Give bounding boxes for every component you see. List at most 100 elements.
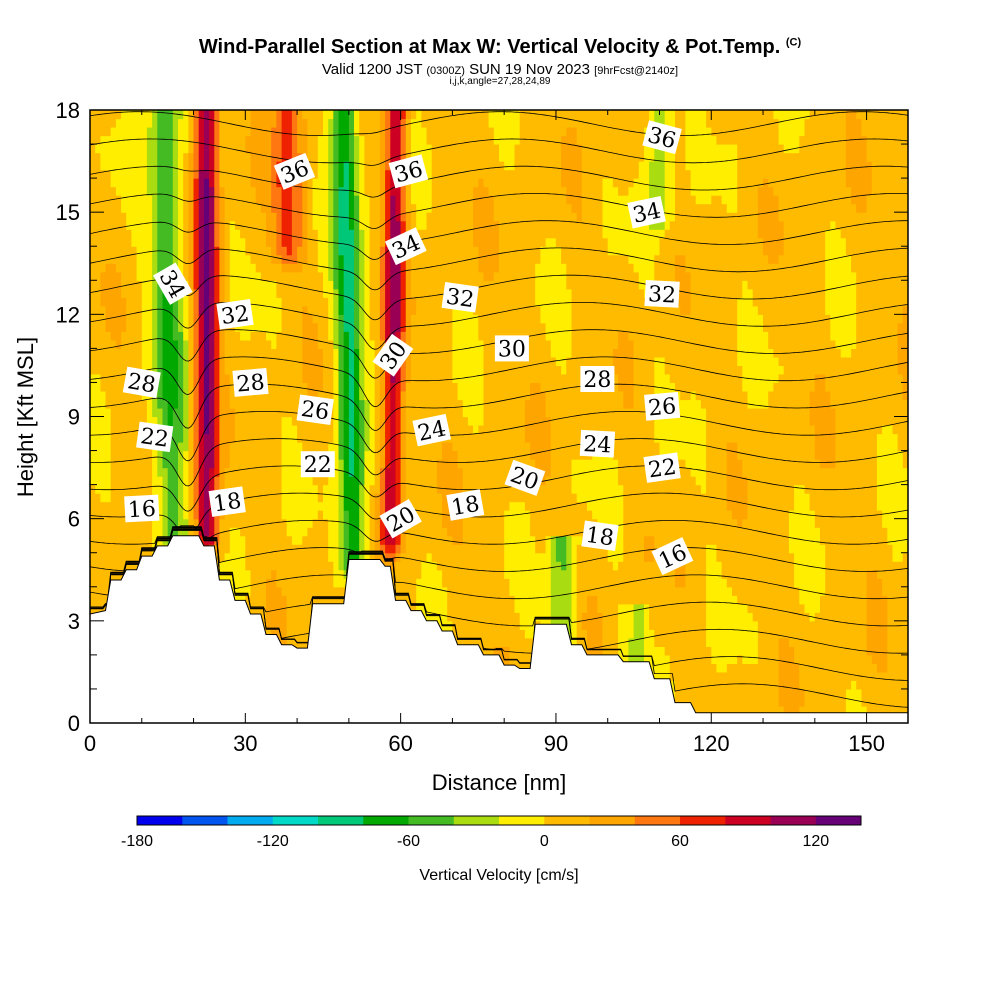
w-cell	[405, 314, 412, 324]
w-cell	[240, 595, 246, 605]
w-cell	[328, 510, 334, 520]
w-cell	[219, 450, 226, 460]
w-cell	[245, 186, 252, 196]
w-cell	[162, 331, 169, 341]
w-cell	[183, 212, 189, 222]
w-cell	[431, 178, 438, 188]
w-cell	[400, 399, 407, 409]
w-cell	[364, 322, 371, 332]
w-cell	[364, 348, 371, 358]
w-cell	[260, 220, 267, 230]
w-cell	[219, 203, 226, 213]
w-cell	[250, 263, 257, 273]
w-cell	[343, 399, 350, 409]
w-cell	[317, 493, 324, 503]
w-cell	[152, 535, 158, 545]
w-cell	[219, 408, 226, 418]
w-cell	[328, 544, 334, 554]
w-cell	[224, 552, 231, 562]
w-cell	[115, 382, 122, 392]
w-cell	[136, 118, 143, 128]
w-cell	[121, 127, 127, 137]
w-cell	[250, 152, 257, 162]
w-cell	[266, 459, 272, 469]
w-cell	[121, 237, 127, 247]
w-cell	[178, 237, 184, 247]
w-cell	[400, 433, 407, 443]
w-cell	[307, 280, 314, 290]
w-cell	[136, 535, 143, 545]
w-cell	[214, 297, 221, 307]
w-cell	[167, 373, 174, 383]
w-cell	[411, 144, 417, 154]
w-cell	[100, 476, 107, 486]
w-cell	[203, 373, 210, 383]
w-cell	[271, 246, 277, 256]
w-cell	[110, 459, 117, 469]
w-cell	[188, 237, 195, 247]
w-cell	[312, 356, 319, 366]
w-cell	[110, 263, 117, 273]
w-cell	[100, 510, 107, 520]
w-cell	[157, 110, 164, 120]
w-cell	[411, 467, 417, 477]
w-cell	[364, 518, 371, 528]
w-cell	[374, 178, 381, 188]
w-cell	[90, 518, 96, 528]
w-cell	[172, 356, 179, 366]
w-cell	[328, 305, 334, 315]
w-cell	[115, 178, 122, 188]
w-cell	[328, 229, 334, 239]
w-cell	[224, 152, 231, 162]
w-cell	[364, 331, 371, 341]
w-cell	[436, 220, 443, 230]
w-cell	[359, 118, 365, 128]
w-cell	[276, 484, 283, 494]
w-cell	[348, 144, 355, 154]
w-cell	[178, 314, 184, 324]
w-cell	[395, 425, 402, 435]
w-cell	[333, 459, 340, 469]
w-cell	[317, 212, 324, 222]
w-cell	[416, 382, 422, 392]
w-cell	[141, 254, 148, 264]
w-cell	[198, 416, 205, 426]
w-cell	[136, 476, 143, 486]
w-cell	[395, 271, 402, 281]
w-cell	[385, 493, 391, 503]
w-cell	[141, 110, 148, 120]
w-cell	[323, 237, 329, 247]
w-cell	[286, 348, 293, 358]
w-cell	[426, 254, 433, 264]
w-cell	[172, 322, 179, 332]
w-cell	[110, 280, 117, 290]
w-cell	[302, 535, 309, 545]
w-cell	[312, 552, 319, 562]
w-cell	[302, 552, 309, 562]
w-cell	[405, 135, 412, 145]
w-cell	[297, 365, 303, 375]
w-cell	[146, 314, 153, 324]
w-cell	[115, 476, 122, 486]
w-cell	[411, 527, 417, 537]
w-cell	[343, 135, 350, 145]
w-cell	[255, 297, 262, 307]
w-cell	[411, 280, 417, 290]
w-cell	[271, 595, 277, 605]
w-cell	[431, 237, 438, 247]
w-cell	[317, 382, 324, 392]
w-cell	[167, 305, 174, 315]
w-cell	[172, 373, 179, 383]
w-cell	[307, 314, 314, 324]
w-cell	[426, 408, 433, 418]
w-cell	[260, 339, 267, 349]
w-cell	[431, 603, 438, 613]
w-cell	[152, 280, 158, 290]
w-cell	[307, 118, 314, 128]
w-cell	[121, 263, 127, 273]
w-cell	[193, 416, 200, 426]
w-cell	[95, 254, 101, 264]
w-cell	[333, 280, 340, 290]
w-cell	[172, 152, 179, 162]
w-cell	[229, 288, 236, 298]
